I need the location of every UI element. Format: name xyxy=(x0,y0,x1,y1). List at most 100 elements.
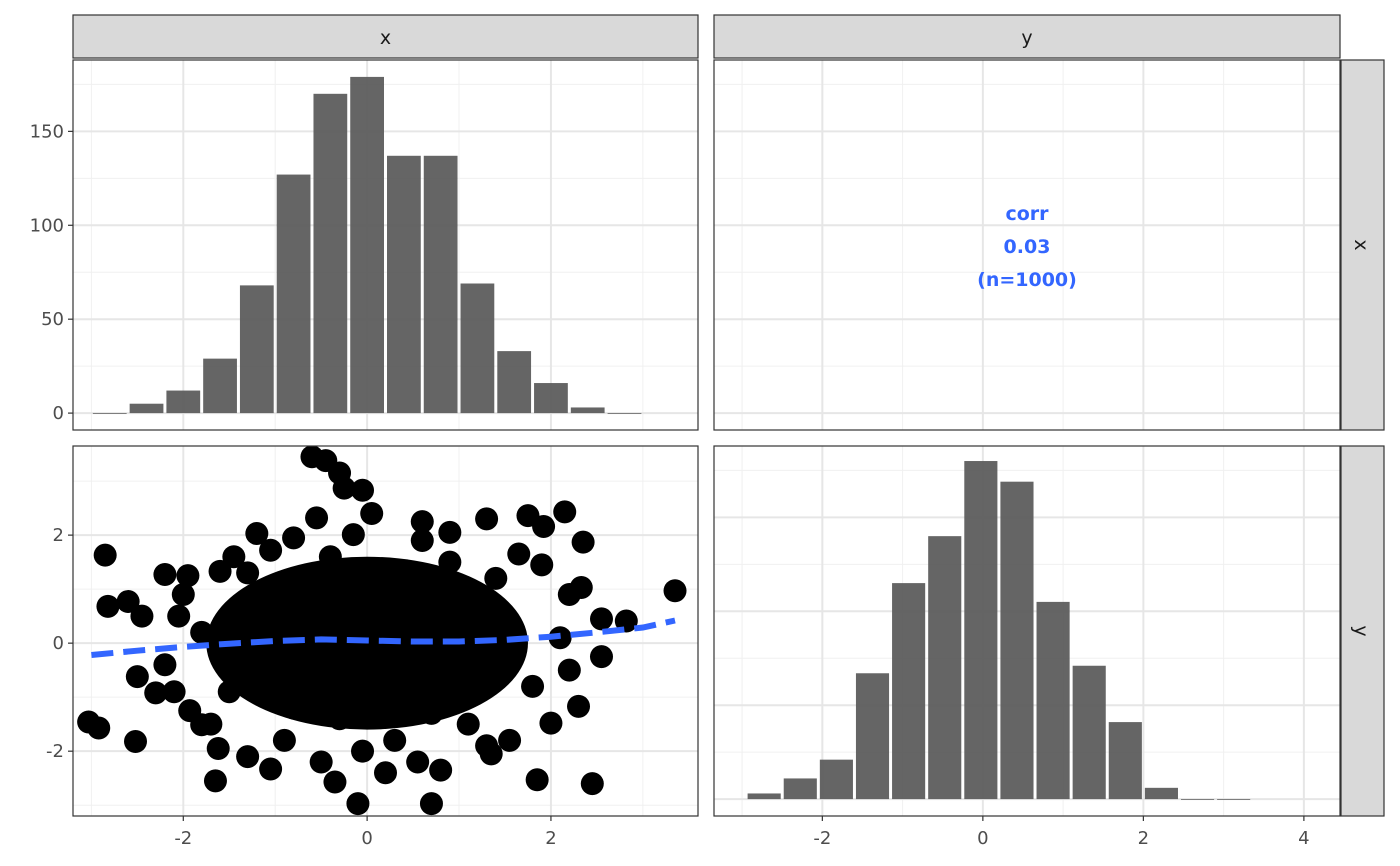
histogram-bar xyxy=(892,583,926,800)
panel-border xyxy=(72,59,699,431)
y-tick-label: 0 xyxy=(53,633,64,654)
y-tick-label: 0 xyxy=(53,403,64,424)
scatter-point xyxy=(406,750,430,774)
histogram-bars xyxy=(747,461,1251,800)
scatter-point xyxy=(521,674,545,698)
scatter-point xyxy=(530,553,554,577)
scatter-point xyxy=(663,579,687,603)
scatter-point xyxy=(332,476,356,500)
scatter-point xyxy=(475,734,499,758)
histogram-bar xyxy=(1217,799,1251,800)
histogram-bar xyxy=(1144,787,1178,800)
scatter-point xyxy=(557,658,581,682)
scatter-point xyxy=(96,594,120,618)
panel-border xyxy=(713,59,1341,431)
scatter-point xyxy=(553,500,577,524)
scatter-point xyxy=(190,620,214,644)
scatter-point xyxy=(226,599,250,623)
histogram-bar xyxy=(570,407,605,414)
scatter-point xyxy=(571,530,595,554)
y-tick-label: 100 xyxy=(30,215,64,236)
scatter-point xyxy=(465,658,489,682)
scatter-point xyxy=(153,653,177,677)
panel-border xyxy=(713,445,1341,817)
histogram-bar xyxy=(276,174,311,414)
scatter-point xyxy=(410,510,434,534)
scatter-point xyxy=(337,653,361,677)
panel-scatter: -2 0 2 -2 0 2 xyxy=(46,445,699,849)
scatter-point xyxy=(360,502,384,526)
scatter-point xyxy=(419,792,443,816)
histogram-bar xyxy=(423,155,458,414)
scatter-point xyxy=(245,522,269,546)
scatter-point xyxy=(199,712,223,736)
x-tick-label: 4 xyxy=(1298,828,1309,849)
scatter-point xyxy=(236,745,260,769)
scatter-point xyxy=(410,529,434,553)
histogram-bar xyxy=(239,285,274,414)
scatter-point xyxy=(245,647,269,671)
scatter-point xyxy=(346,792,370,816)
scatter-point xyxy=(171,583,195,607)
scatter-point xyxy=(438,520,462,544)
scatter-point xyxy=(493,604,517,628)
x-tick-label: 2 xyxy=(1138,828,1149,849)
panel-background xyxy=(714,60,1340,430)
histogram-bar xyxy=(964,461,998,800)
panel-correlation: corr 0.03 (n=1000) xyxy=(713,59,1341,431)
scatter-point xyxy=(309,588,333,612)
scatter-point xyxy=(447,588,471,612)
scatter-point xyxy=(217,680,241,704)
y-tick-label: 150 xyxy=(30,121,64,142)
x-tick-label: 0 xyxy=(977,828,988,849)
scatter-point xyxy=(309,750,333,774)
scatter-point xyxy=(539,711,563,735)
histogram-bar xyxy=(1180,799,1215,800)
scatter-point xyxy=(236,561,260,585)
x-tick-label: 0 xyxy=(361,828,372,849)
panel-y-histogram: -2 0 2 4 xyxy=(713,445,1341,849)
histogram-bar xyxy=(350,76,384,414)
scatter-point xyxy=(272,728,296,752)
scatter-point xyxy=(374,691,397,715)
y-tick-label: 2 xyxy=(53,525,64,546)
scatter-point xyxy=(208,559,232,583)
scatter-points xyxy=(77,446,687,816)
scatter-point xyxy=(268,577,292,601)
scatter-point xyxy=(259,757,283,781)
column-strip-x-label: x xyxy=(380,27,391,49)
x-tick-label: -2 xyxy=(174,828,192,849)
scatter-point xyxy=(167,604,191,628)
scatter-point xyxy=(124,729,147,753)
correlation-text-line: (n=1000) xyxy=(977,269,1077,291)
histogram-bar xyxy=(129,403,164,414)
histogram-bar xyxy=(1036,601,1070,800)
histogram-bar xyxy=(92,413,127,414)
scatter-point xyxy=(392,615,416,639)
column-strip-x: x xyxy=(72,14,699,59)
panel-x-histogram: 0 50 100 150 xyxy=(30,59,699,431)
histogram-bar xyxy=(497,351,532,414)
scatter-point xyxy=(305,506,329,530)
histogram-bar xyxy=(1000,481,1034,800)
scatter-point xyxy=(567,694,591,718)
scatter-point xyxy=(438,550,462,574)
correlation-text-line: 0.03 xyxy=(1004,236,1051,258)
scatter-point xyxy=(125,665,149,689)
histogram-bar xyxy=(534,383,568,414)
panel-border xyxy=(72,445,699,817)
histogram-bar xyxy=(747,793,781,800)
scatter-point xyxy=(116,590,140,614)
scatter-point xyxy=(144,681,168,705)
scatter-point xyxy=(589,645,613,669)
scatter-point xyxy=(419,701,443,725)
scatter-point xyxy=(259,538,283,562)
scatter-point xyxy=(162,680,186,704)
row-strip-y: y xyxy=(1340,445,1385,817)
histogram-bar xyxy=(313,93,348,414)
row-strip-x-label: x xyxy=(1350,239,1372,250)
scatter-point xyxy=(153,563,177,587)
scatter-point xyxy=(383,664,407,688)
histogram-bar xyxy=(387,155,421,414)
scatter-point xyxy=(351,739,375,763)
